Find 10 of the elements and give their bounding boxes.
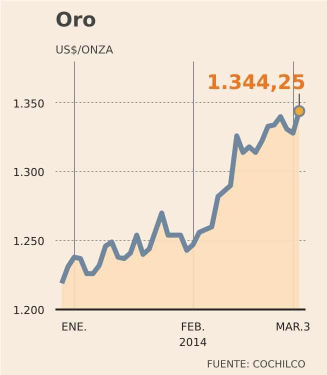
x-tick-label: FEB. 2014 (179, 320, 208, 350)
source-note: FUENTE: COCHILCO (206, 360, 306, 370)
chart-title: Oro (56, 8, 96, 32)
y-tick-label: 1.200 (13, 304, 45, 317)
y-tick-label: 1.250 (13, 235, 45, 248)
x-tick-label: ENE. (61, 320, 88, 334)
y-tick-label: 1.300 (13, 166, 45, 180)
y-tick-label: 1.350 (13, 97, 45, 110)
chart-subtitle: US$/ONZA (56, 44, 114, 56)
x-tick-label: MAR.3 (276, 320, 310, 334)
